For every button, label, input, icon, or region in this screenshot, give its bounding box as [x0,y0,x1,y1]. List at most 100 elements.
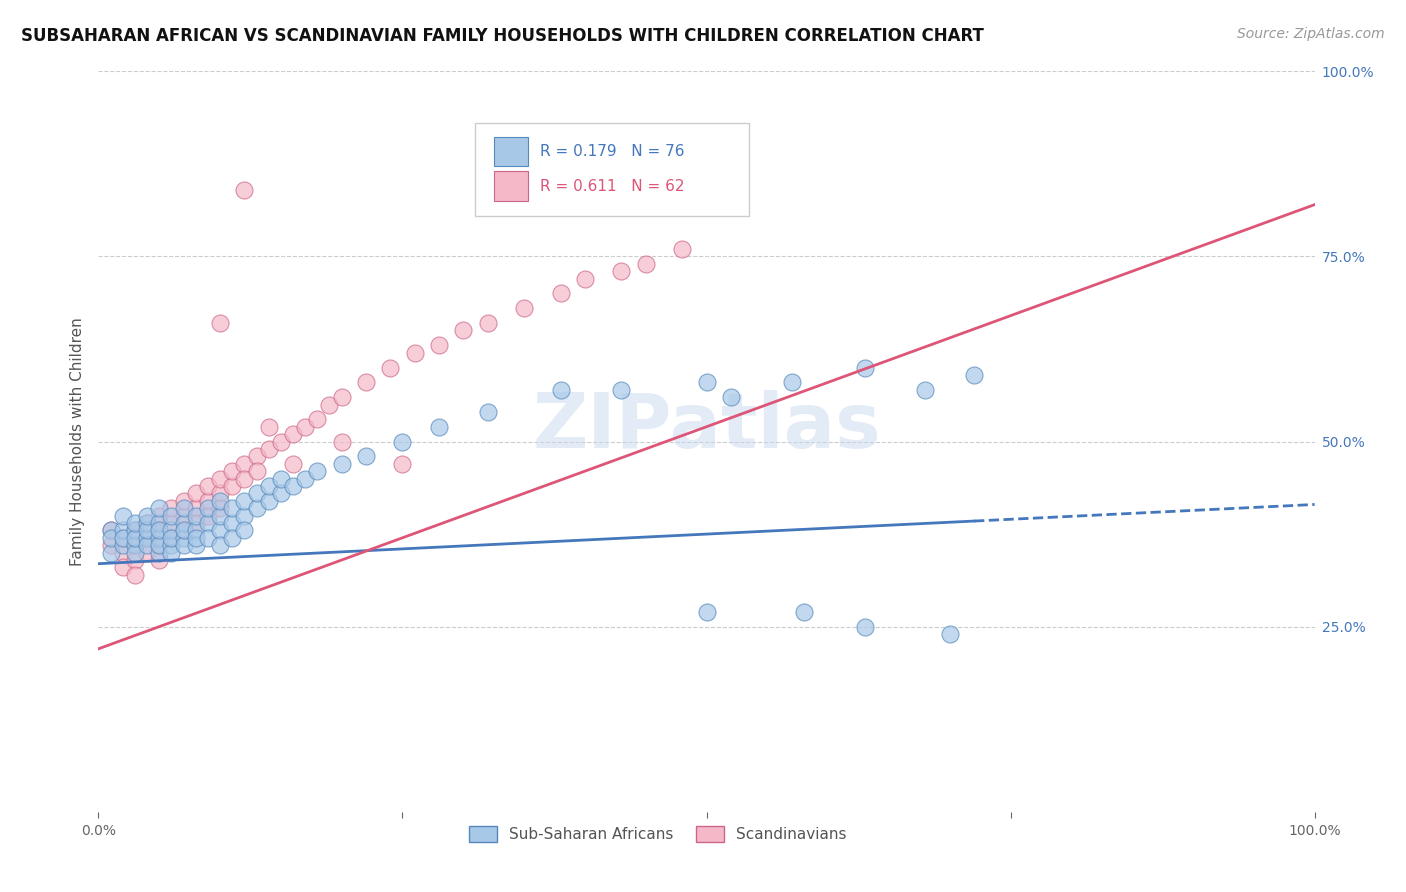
Point [124,538,146,552]
Text: SUBSAHARAN AFRICAN VS SCANDINAVIAN FAMILY HOUSEHOLDS WITH CHILDREN CORRELATION C: SUBSAHARAN AFRICAN VS SCANDINAVIAN FAMIL… [21,27,984,45]
Point [245,464,267,478]
Point [221,479,243,493]
Point [233,183,256,197]
Point [100,524,122,538]
Point [184,508,207,523]
Point [173,516,195,530]
Point [100,524,122,538]
Point [173,508,195,523]
Point [184,524,207,538]
Point [184,486,207,500]
Point [330,457,353,471]
Point [696,376,718,390]
Point [136,531,159,545]
Point [610,383,633,397]
Point [221,531,243,545]
Point [111,560,134,574]
FancyBboxPatch shape [475,123,749,216]
Point [209,508,232,523]
Point [257,442,280,456]
Point [100,546,122,560]
Point [245,501,267,516]
Point [148,524,170,538]
Point [173,501,195,516]
Point [209,538,232,552]
Point [233,493,256,508]
Point [257,479,280,493]
Point [184,501,207,516]
Point [939,627,962,641]
Point [148,516,170,530]
Point [453,324,475,338]
Point [148,546,170,560]
Point [173,524,195,538]
Point [550,286,572,301]
Point [221,501,243,516]
Text: ZIPatlas: ZIPatlas [533,390,880,464]
Point [610,264,633,278]
Point [148,531,170,545]
Point [148,538,170,552]
Point [209,501,232,516]
Point [780,376,803,390]
FancyBboxPatch shape [494,171,527,201]
Point [404,345,426,359]
Point [160,524,183,538]
Point [245,450,267,464]
Point [233,508,256,523]
Point [550,383,572,397]
Point [148,538,170,552]
Point [257,493,280,508]
Point [307,464,329,478]
Point [124,524,146,538]
Point [111,538,134,552]
Point [281,479,304,493]
Point [574,271,596,285]
Point [391,457,413,471]
Point [184,538,207,552]
Point [148,524,170,538]
Point [124,567,146,582]
Point [124,546,146,560]
Text: R = 0.179   N = 76: R = 0.179 N = 76 [540,144,685,159]
Point [160,531,183,545]
Point [307,412,329,426]
Point [245,486,267,500]
Point [148,501,170,516]
Legend: Sub-Saharan Africans, Scandinavians: Sub-Saharan Africans, Scandinavians [463,821,852,848]
Point [330,390,353,404]
Point [173,531,195,545]
Point [354,450,377,464]
Point [124,516,146,530]
Point [634,257,657,271]
Point [294,419,316,434]
Point [209,316,232,330]
Point [720,390,742,404]
Point [136,538,159,552]
Point [354,376,377,390]
Point [270,434,292,449]
Point [671,242,693,256]
Point [513,301,536,316]
Point [124,531,146,545]
Point [111,524,134,538]
Point [173,493,195,508]
Point [136,524,159,538]
Point [124,538,146,552]
Point [380,360,402,375]
Point [148,508,170,523]
Point [160,531,183,545]
Point [853,619,876,633]
Point [318,398,340,412]
Point [427,419,450,434]
Point [173,538,195,552]
Text: R = 0.611   N = 62: R = 0.611 N = 62 [540,178,685,194]
Point [793,605,815,619]
Point [209,524,232,538]
Point [111,546,134,560]
Point [477,316,499,330]
Point [209,486,232,500]
Point [184,531,207,545]
Point [853,360,876,375]
FancyBboxPatch shape [494,136,527,166]
